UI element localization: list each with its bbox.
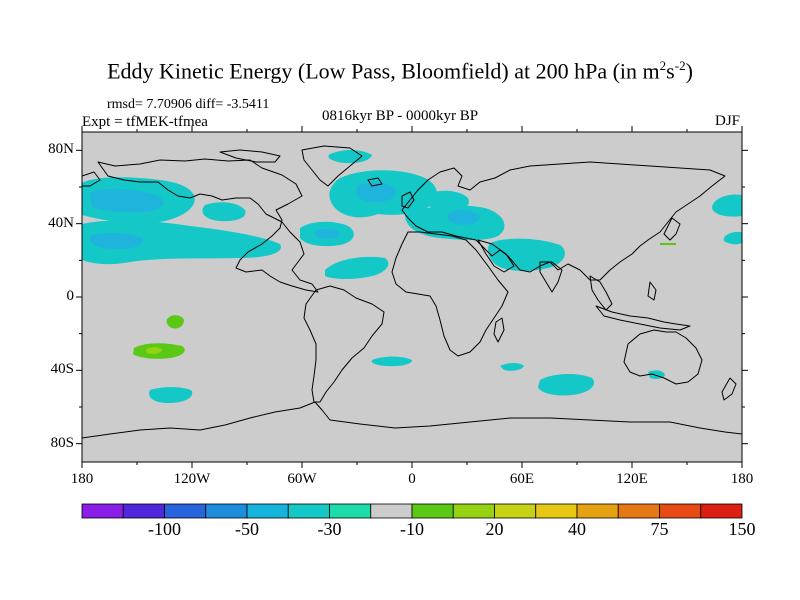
negative-region-mid-pacific xyxy=(202,202,246,222)
coast-southeast-asia xyxy=(589,275,613,311)
coast-alaska xyxy=(82,171,101,187)
colorbar-swatch xyxy=(329,503,372,519)
negative-region-southern-indian-ocean xyxy=(538,374,594,396)
x-tick-label: 120W xyxy=(173,471,211,487)
stats-label: rmsd= 7.70906 diff= -3.5411 xyxy=(107,97,270,112)
x-tick-label: 180 xyxy=(70,471,94,487)
y-tick-label: 0 xyxy=(66,288,75,304)
coast-north-america xyxy=(97,158,319,293)
colorbar-swatch xyxy=(411,503,454,519)
colorbar-swatch xyxy=(659,503,702,519)
negative-region-western-atlantic-core xyxy=(315,228,340,239)
coast-new-zealand xyxy=(721,377,737,401)
coast-australia xyxy=(623,329,703,385)
colorbar-label: 20 xyxy=(485,519,504,539)
coast-indonesia xyxy=(595,305,691,331)
coast-europe xyxy=(401,161,726,281)
colorbar-label: -30 xyxy=(317,519,342,539)
coastlines xyxy=(82,145,742,439)
colorbar-swatch xyxy=(287,503,330,519)
x-tick-label: 60E xyxy=(509,471,535,487)
coast-south-america xyxy=(303,285,385,403)
colorbar-swatch xyxy=(617,503,660,519)
anomaly-shading xyxy=(82,149,742,403)
colorbar-swatch xyxy=(122,503,165,519)
colorbar-label: -50 xyxy=(235,519,259,539)
negative-region-subtropical-pacific xyxy=(82,220,281,265)
negative-region-arctic xyxy=(328,149,372,164)
negative-region-south-atlantic xyxy=(371,356,412,367)
colorbar-label: 150 xyxy=(728,519,756,539)
colorbar-swatch xyxy=(205,503,248,519)
negative-region-mediterranean-core xyxy=(447,209,480,225)
colorbar-swatch xyxy=(246,503,289,519)
coast-antarctica xyxy=(82,401,742,439)
coast-greenland xyxy=(301,145,363,187)
positive-region-south-pacific-core xyxy=(146,347,162,354)
negative-region-east-pacific-2 xyxy=(723,231,742,245)
colorbar-swatch xyxy=(700,503,743,519)
coast-iceland xyxy=(367,177,383,187)
y-tick-label: 40S xyxy=(50,361,74,378)
colorbar-swatch xyxy=(81,503,124,519)
coast-india xyxy=(539,261,563,293)
x-tick-label: 0 xyxy=(408,471,416,487)
negative-region-east-pacific xyxy=(712,194,742,217)
page-title: Eddy Kinetic Energy (Low Pass, Bloomfiel… xyxy=(107,58,693,84)
colorbar-swatch xyxy=(370,503,413,519)
negative-region-north-pacific-core xyxy=(90,188,164,213)
colorbar-label: 75 xyxy=(650,519,669,539)
negative-region-middle-east xyxy=(487,238,565,272)
colorbar-swatch xyxy=(576,503,619,519)
negative-region-subtropical-pacific-core xyxy=(89,232,143,250)
y-tick-label: 80N xyxy=(48,141,74,158)
colorbar xyxy=(81,503,743,519)
axis-ticks xyxy=(76,126,748,468)
colorbar-swatch xyxy=(452,503,495,519)
coast-japan xyxy=(663,217,681,241)
coast-madagascar xyxy=(493,317,505,343)
x-tick-label: 180 xyxy=(730,471,754,487)
positive-region-tropical-pacific xyxy=(166,315,184,329)
coast-british-isles xyxy=(401,191,415,209)
colorbar-swatch xyxy=(494,503,537,519)
y-tick-label: 40N xyxy=(48,214,74,231)
y-tick-label: 80S xyxy=(50,434,74,451)
negative-region-south-pacific xyxy=(149,387,193,403)
colorbar-label: -10 xyxy=(400,519,424,539)
x-tick-label: 60W xyxy=(287,471,317,487)
coast-canadian-arctic xyxy=(219,149,281,163)
coast-africa xyxy=(391,231,509,357)
period-label: 0816kyr BP - 0000kyr BP xyxy=(321,108,479,124)
colorbar-label: 40 xyxy=(568,519,586,539)
negative-region-subtropical-atlantic xyxy=(325,256,389,279)
experiment-label: Expt = tfMEK-tfmea xyxy=(82,114,208,130)
colorbar-swatch xyxy=(164,503,207,519)
colorbar-swatch xyxy=(535,503,578,519)
x-tick-label: 120E xyxy=(616,471,648,487)
coast-arabia xyxy=(477,239,515,273)
negative-region-north-atlantic-core xyxy=(355,182,397,203)
positive-region-china xyxy=(660,243,676,245)
negative-region-south-indian xyxy=(500,363,524,371)
coast-philippines xyxy=(647,281,657,301)
colorbar-label: -100 xyxy=(148,519,181,539)
season-label: DJF xyxy=(714,113,740,129)
